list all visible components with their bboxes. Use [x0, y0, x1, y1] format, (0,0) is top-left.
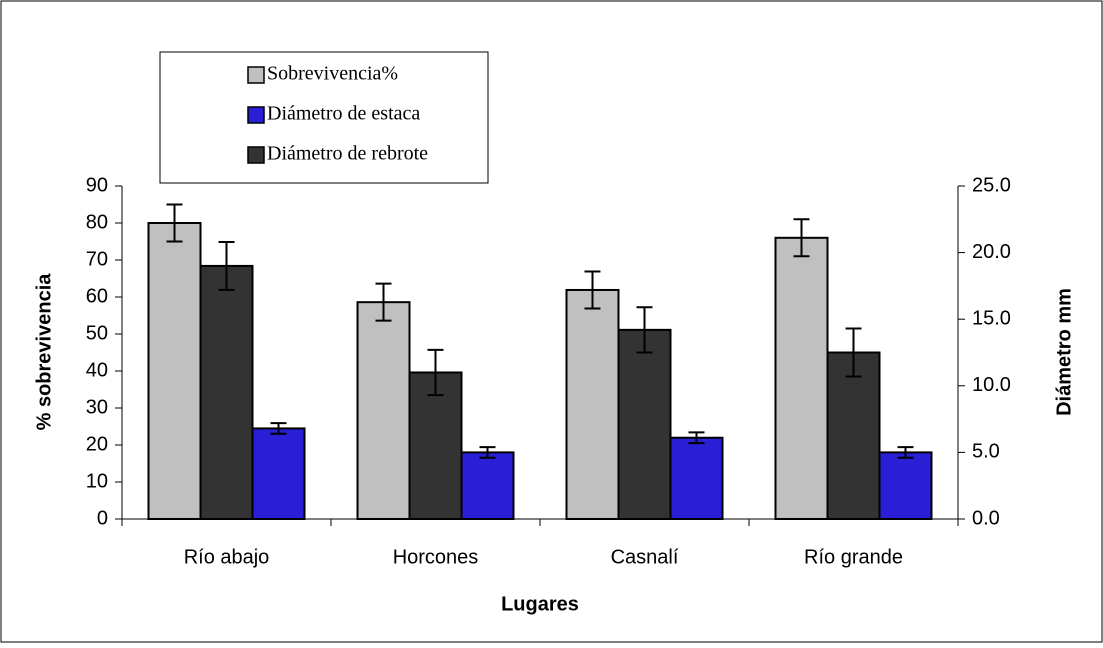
x-tick-label: Casnalí	[611, 546, 679, 568]
legend-label: Sobrevivencia%	[267, 63, 398, 85]
x-tick-label: Horcones	[393, 546, 479, 568]
bar	[565, 288, 620, 520]
error-bar	[636, 306, 653, 354]
legend-swatch	[247, 146, 265, 164]
bar	[826, 351, 881, 520]
y2-tick-label: 5.0	[972, 441, 1000, 463]
y-tick-label: 30	[86, 396, 108, 418]
y2-tick-label: 20.0	[972, 241, 1011, 263]
x-tick-label: Río abajo	[184, 546, 270, 568]
bar	[251, 427, 306, 521]
error-bar	[479, 446, 496, 459]
y-tick-label: 70	[86, 248, 108, 270]
error-bar	[688, 431, 705, 445]
bar	[408, 371, 463, 521]
y-tick-label: 90	[86, 174, 108, 196]
error-bar	[584, 270, 601, 310]
y-tick-label: 0	[97, 507, 108, 529]
y-axis-title: % sobrevivencia	[33, 273, 55, 431]
y-tick-label: 10	[86, 470, 108, 492]
error-bar	[270, 422, 287, 435]
bar	[356, 301, 411, 520]
x-axis-title: Lugares	[501, 593, 579, 615]
y2-tick-label: 15.0	[972, 307, 1011, 329]
bar	[774, 236, 829, 521]
y-tick-label: 40	[86, 359, 108, 381]
bar	[669, 436, 724, 520]
error-bar	[897, 446, 914, 459]
legend-label: Diámetro de rebrote	[267, 143, 428, 165]
bar	[460, 451, 515, 520]
legend-swatch	[247, 106, 265, 124]
error-bar	[793, 218, 810, 258]
y-tick-label: 60	[86, 285, 108, 307]
legend-swatch	[247, 66, 265, 84]
error-bar	[375, 282, 392, 322]
y2-tick-label: 25.0	[972, 174, 1011, 196]
y-tick-label: 50	[86, 322, 108, 344]
x-tick-label: Río grande	[804, 546, 903, 568]
bar	[199, 264, 254, 521]
bar	[878, 451, 933, 520]
y-tick-label: 80	[86, 211, 108, 233]
bar	[147, 222, 202, 520]
y2-axis-title: Diámetro mm	[1053, 288, 1075, 416]
error-bar	[166, 203, 183, 243]
legend	[159, 51, 489, 184]
y2-tick-label: 0.0	[972, 507, 1000, 529]
error-bar	[218, 240, 235, 291]
bar	[617, 328, 672, 520]
legend-label: Diámetro de estaca	[267, 103, 420, 125]
y2-tick-label: 10.0	[972, 374, 1011, 396]
error-bar	[845, 327, 862, 378]
error-bar	[427, 348, 444, 397]
y-tick-label: 20	[86, 433, 108, 455]
